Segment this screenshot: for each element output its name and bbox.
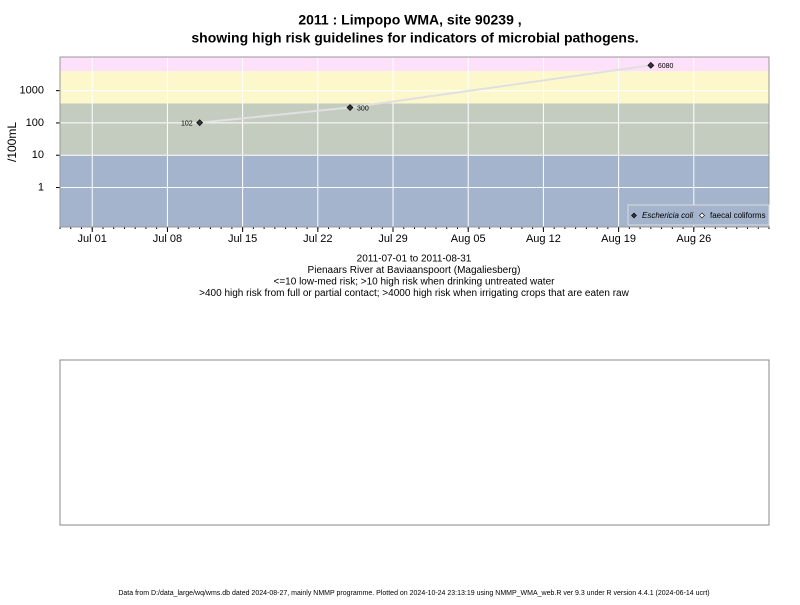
data-point [196,119,204,127]
y-tick-label: 1 [38,181,44,193]
y-axis-label: /100mL [5,122,19,162]
legend-label: Eschericia coli [642,211,693,220]
data-label: 300 [357,105,369,112]
data-point [647,61,655,69]
x-tick-label: Aug 05 [451,233,486,245]
x-tick-label: Jul 01 [78,233,107,245]
empty-panel [59,359,770,526]
data-point [346,104,354,111]
x-tick-label: Jul 08 [153,233,182,245]
x-tick-label: Jul 15 [228,233,257,245]
note: 2011-07-01 to 2011-08-31 [357,254,472,265]
x-tick-label: Aug 19 [601,233,636,245]
footer: Data from D:/data_large/wq/wms.db dated … [118,590,709,597]
plot-frame [59,56,770,228]
data-label: 102 [181,121,193,128]
y-tick-label: 1000 [20,85,44,97]
x-tick-label: Aug 26 [676,233,711,245]
legend-marker [699,212,705,219]
chart-title: 2011 : Limpopo WMA, site 90239 , [298,12,521,28]
data-label: 6080 [658,63,674,70]
note: <=10 low-med risk; >10 high risk when dr… [274,277,556,288]
legend-box [627,204,770,226]
risk-band [60,103,769,156]
x-tick-label: Jul 22 [303,233,332,245]
x-tick-label: Jul 29 [378,233,407,245]
note: Pienaars River at Baviaanspoort (Magalie… [308,265,521,276]
note: >400 high risk from full or partial cont… [199,288,629,299]
risk-band [60,57,769,72]
y-tick-label: 100 [26,117,44,129]
x-tick-label: Aug 12 [526,233,561,245]
legend-label: faecal coliforms [710,211,766,220]
y-tick-label: 10 [32,149,44,161]
chart-subtitle: showing high risk guidelines for indicat… [191,30,638,46]
legend-marker [631,212,637,219]
